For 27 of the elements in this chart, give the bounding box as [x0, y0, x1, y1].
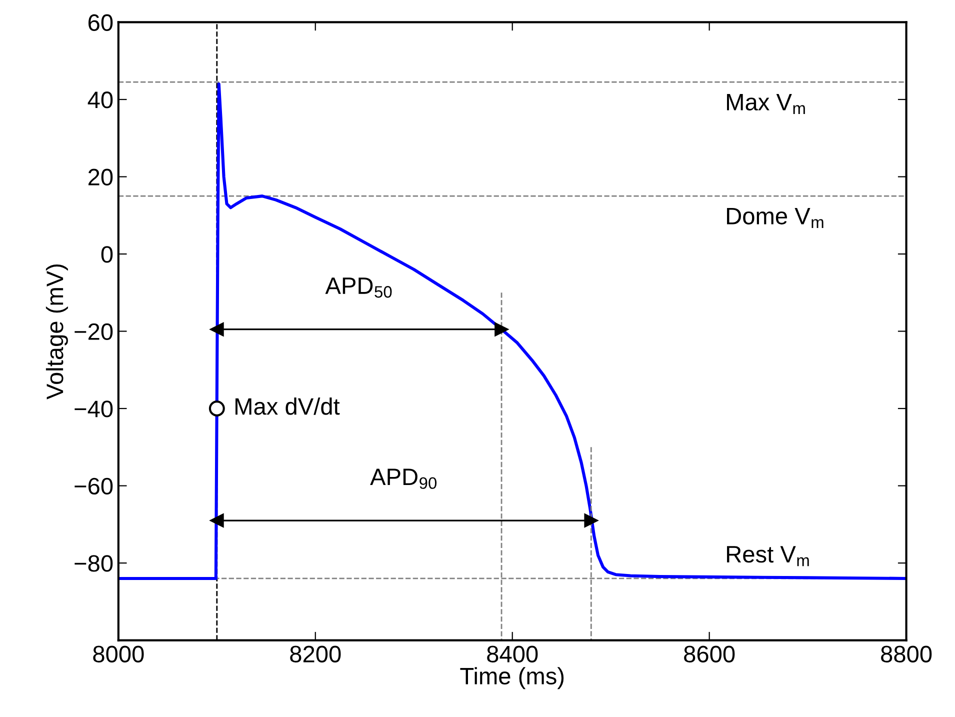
x-tick-label: 8800	[881, 646, 932, 662]
y-tick-label: −20	[74, 323, 113, 340]
y-axis-title: Voltage (mV)	[46, 264, 68, 400]
x-tick-label: 8000	[93, 646, 144, 662]
point	[208, 400, 225, 416]
series-label: Max dV/dt	[236, 398, 340, 415]
annotation: APD$_{90}$	[370, 468, 437, 489]
ref-line-label: Max V$_{m}$	[727, 94, 805, 114]
y-tick-label: 60	[88, 14, 113, 32]
point	[584, 514, 598, 528]
point	[210, 322, 224, 336]
y-tick-label: −80	[74, 555, 113, 572]
y-tick-label: −60	[74, 478, 113, 495]
x-axis-title: Time (ms)	[460, 667, 564, 690]
ref-line-label: Rest V$_{m}$	[727, 546, 809, 566]
point	[210, 514, 224, 528]
x-tick-label: 8200	[290, 646, 341, 662]
line-series	[118, 82, 906, 580]
ref-line-label: Dome V$_{m}$	[727, 208, 824, 228]
point	[494, 322, 508, 336]
y-tick-label: 40	[88, 92, 113, 108]
annotation: APD$_{50}$	[325, 278, 392, 298]
x-tick-label: 8600	[684, 646, 735, 662]
y-tick-label: 0	[101, 246, 113, 263]
y-tick-label: −40	[74, 400, 113, 418]
y-tick-label: 20	[88, 168, 113, 186]
x-tick-label: 8400	[487, 646, 538, 662]
